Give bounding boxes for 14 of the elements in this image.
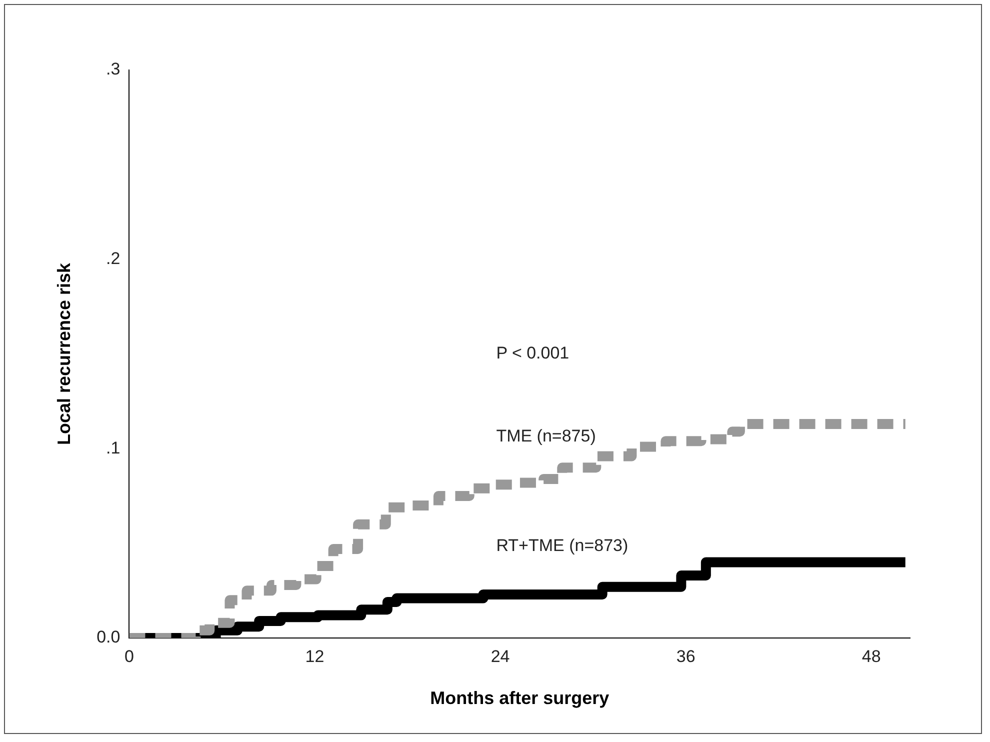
y-tick-label: .2 — [106, 249, 120, 268]
series-label: RT+TME (n=873) — [496, 536, 628, 556]
x-tick-label: 48 — [862, 646, 881, 666]
x-axis-title: Months after surgery — [430, 688, 610, 708]
series-label: TME (n=875) — [496, 426, 596, 446]
x-tick-label: 24 — [490, 646, 510, 666]
y-axis-title: Local recurrence risk — [54, 262, 74, 446]
y-tick-label: 0.0 — [96, 628, 120, 647]
annotation: P < 0.001 — [496, 344, 570, 363]
x-tick-label: 0 — [124, 646, 134, 666]
x-tick-label: 36 — [676, 646, 696, 666]
y-tick-label: .1 — [106, 438, 120, 458]
x-tick-label: 12 — [305, 646, 324, 666]
y-tick-label: .3 — [106, 60, 120, 79]
